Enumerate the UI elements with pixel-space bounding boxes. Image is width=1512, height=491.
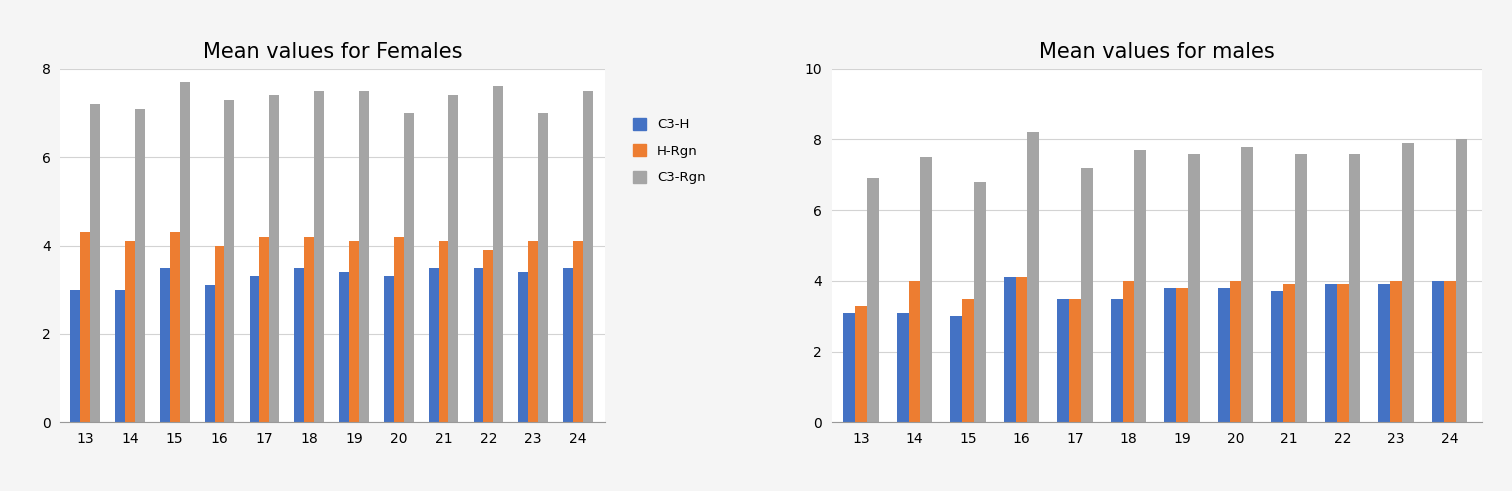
Bar xyxy=(393,237,404,422)
Bar xyxy=(339,272,349,422)
Bar xyxy=(215,246,224,422)
Title: Mean values for Females: Mean values for Females xyxy=(203,42,463,62)
Bar xyxy=(91,104,100,422)
Bar xyxy=(582,91,593,422)
Bar xyxy=(429,268,438,422)
Bar xyxy=(180,82,189,422)
Bar xyxy=(538,113,547,422)
Bar xyxy=(528,241,538,422)
Bar xyxy=(493,86,503,422)
Bar xyxy=(1188,154,1199,422)
Title: Mean values for males: Mean values for males xyxy=(1039,42,1275,62)
Bar xyxy=(1444,281,1456,422)
Bar xyxy=(1176,288,1188,422)
Bar xyxy=(1325,284,1337,422)
Bar xyxy=(358,91,369,422)
Bar xyxy=(1294,154,1306,422)
Bar xyxy=(260,237,269,422)
Legend: C3-H, H-Rgn, C3-Rgn: C3-H, H-Rgn, C3-Rgn xyxy=(634,118,706,185)
Bar xyxy=(484,250,493,422)
Bar xyxy=(1123,281,1134,422)
Bar xyxy=(909,281,921,422)
Bar xyxy=(856,305,866,422)
Bar xyxy=(249,276,260,422)
Bar xyxy=(1284,284,1294,422)
Bar xyxy=(224,100,234,422)
Bar xyxy=(1111,299,1123,422)
Bar xyxy=(1057,299,1069,422)
Bar xyxy=(125,241,135,422)
Bar xyxy=(438,241,449,422)
Bar xyxy=(349,241,358,422)
Bar xyxy=(71,290,80,422)
Bar xyxy=(1241,146,1253,422)
Bar xyxy=(1004,277,1016,422)
Bar xyxy=(1390,281,1402,422)
Bar xyxy=(269,95,280,422)
Bar xyxy=(1219,288,1229,422)
Bar xyxy=(135,109,145,422)
Bar xyxy=(1432,281,1444,422)
Bar xyxy=(384,276,393,422)
Bar xyxy=(562,268,573,422)
Bar xyxy=(844,313,856,422)
Bar xyxy=(1229,281,1241,422)
Bar xyxy=(304,237,314,422)
Bar xyxy=(1337,284,1349,422)
Bar xyxy=(962,299,974,422)
Bar xyxy=(1028,133,1039,422)
Bar xyxy=(473,268,484,422)
Bar xyxy=(80,232,91,422)
Bar xyxy=(1402,143,1414,422)
Bar xyxy=(897,313,909,422)
Bar xyxy=(169,232,180,422)
Bar xyxy=(314,91,324,422)
Bar xyxy=(1134,150,1146,422)
Bar xyxy=(295,268,304,422)
Bar xyxy=(1081,168,1093,422)
Bar xyxy=(404,113,413,422)
Bar xyxy=(1016,277,1028,422)
Bar xyxy=(866,178,878,422)
Bar xyxy=(1456,139,1467,422)
Bar xyxy=(1349,154,1361,422)
Bar xyxy=(921,157,933,422)
Bar xyxy=(204,285,215,422)
Bar xyxy=(951,316,962,422)
Bar xyxy=(449,95,458,422)
Bar xyxy=(1069,299,1081,422)
Bar xyxy=(1272,292,1284,422)
Bar xyxy=(115,290,125,422)
Bar xyxy=(573,241,582,422)
Bar xyxy=(160,268,169,422)
Bar xyxy=(1379,284,1390,422)
Bar xyxy=(1164,288,1176,422)
Bar xyxy=(519,272,528,422)
Bar xyxy=(974,182,986,422)
